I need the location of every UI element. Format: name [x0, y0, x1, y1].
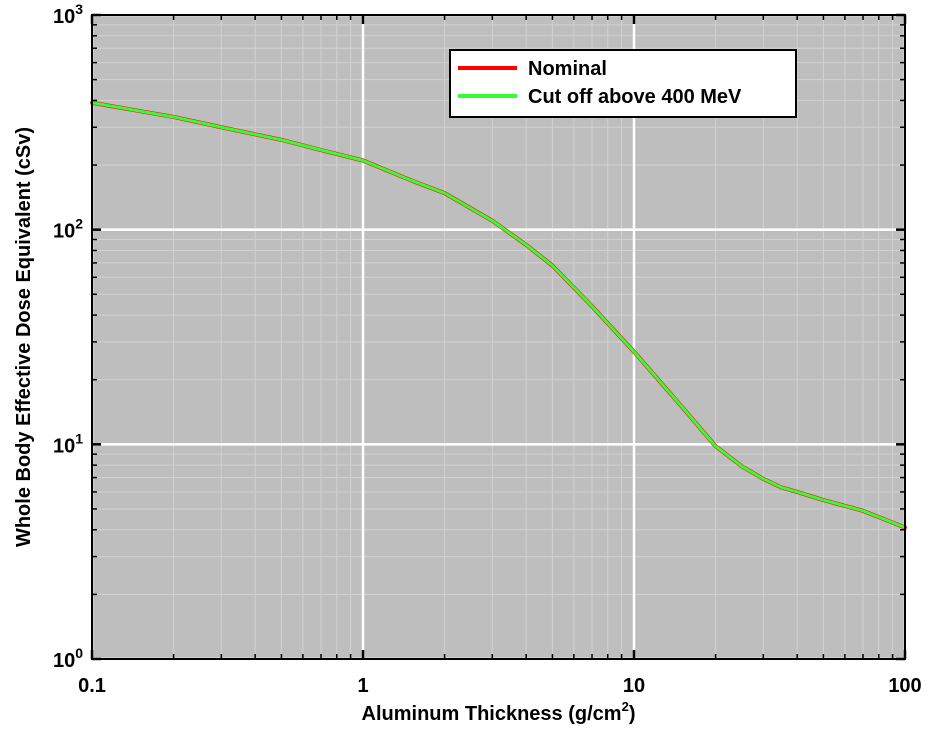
y-tick-label-exponent: 0 [75, 645, 83, 661]
y-tick-label: 100 [53, 645, 83, 672]
y-tick-label: 102 [53, 216, 83, 243]
axis-ticks [90, 13, 907, 661]
y-tick-label-exponent: 2 [75, 216, 83, 232]
x-axis-label-tail: ) [629, 703, 636, 725]
y-axis-label: Whole Body Effective Dose Equivalent (cS… [13, 127, 35, 547]
y-tick-label: 103 [53, 1, 83, 28]
x-axis-label-sup: 2 [622, 699, 629, 714]
x-tick-label: 1 [357, 675, 368, 697]
legend: Nominal Cut off above 400 MeV [449, 49, 797, 118]
series-layer [90, 100, 907, 530]
y-tick-label-base: 10 [53, 435, 75, 457]
plot-frame [91, 14, 906, 660]
y-tick-label-exponent: 3 [75, 1, 83, 17]
y-tick-label-exponent: 1 [75, 430, 83, 446]
legend-box [449, 49, 797, 118]
legend-label-cutoff: Cut off above 400 MeV [528, 86, 742, 108]
y-tick-label-base: 10 [53, 6, 75, 28]
x-axis-label-text: Aluminum Thickness (g/cm [362, 703, 622, 725]
x-tick-label: 10 [623, 675, 645, 697]
x-axis-label: Aluminum Thickness (g/cm2) [362, 699, 636, 725]
series-line-1 [90, 101, 907, 529]
y-tick-label-base: 10 [53, 650, 75, 672]
y-tick-label-base: 10 [53, 221, 75, 243]
x-tick-label: 100 [888, 675, 921, 697]
plot-area [92, 15, 905, 659]
x-tick-label: 0.1 [78, 675, 106, 697]
y-tick-label: 101 [53, 430, 83, 457]
legend-label-nominal: Nominal [528, 58, 607, 80]
